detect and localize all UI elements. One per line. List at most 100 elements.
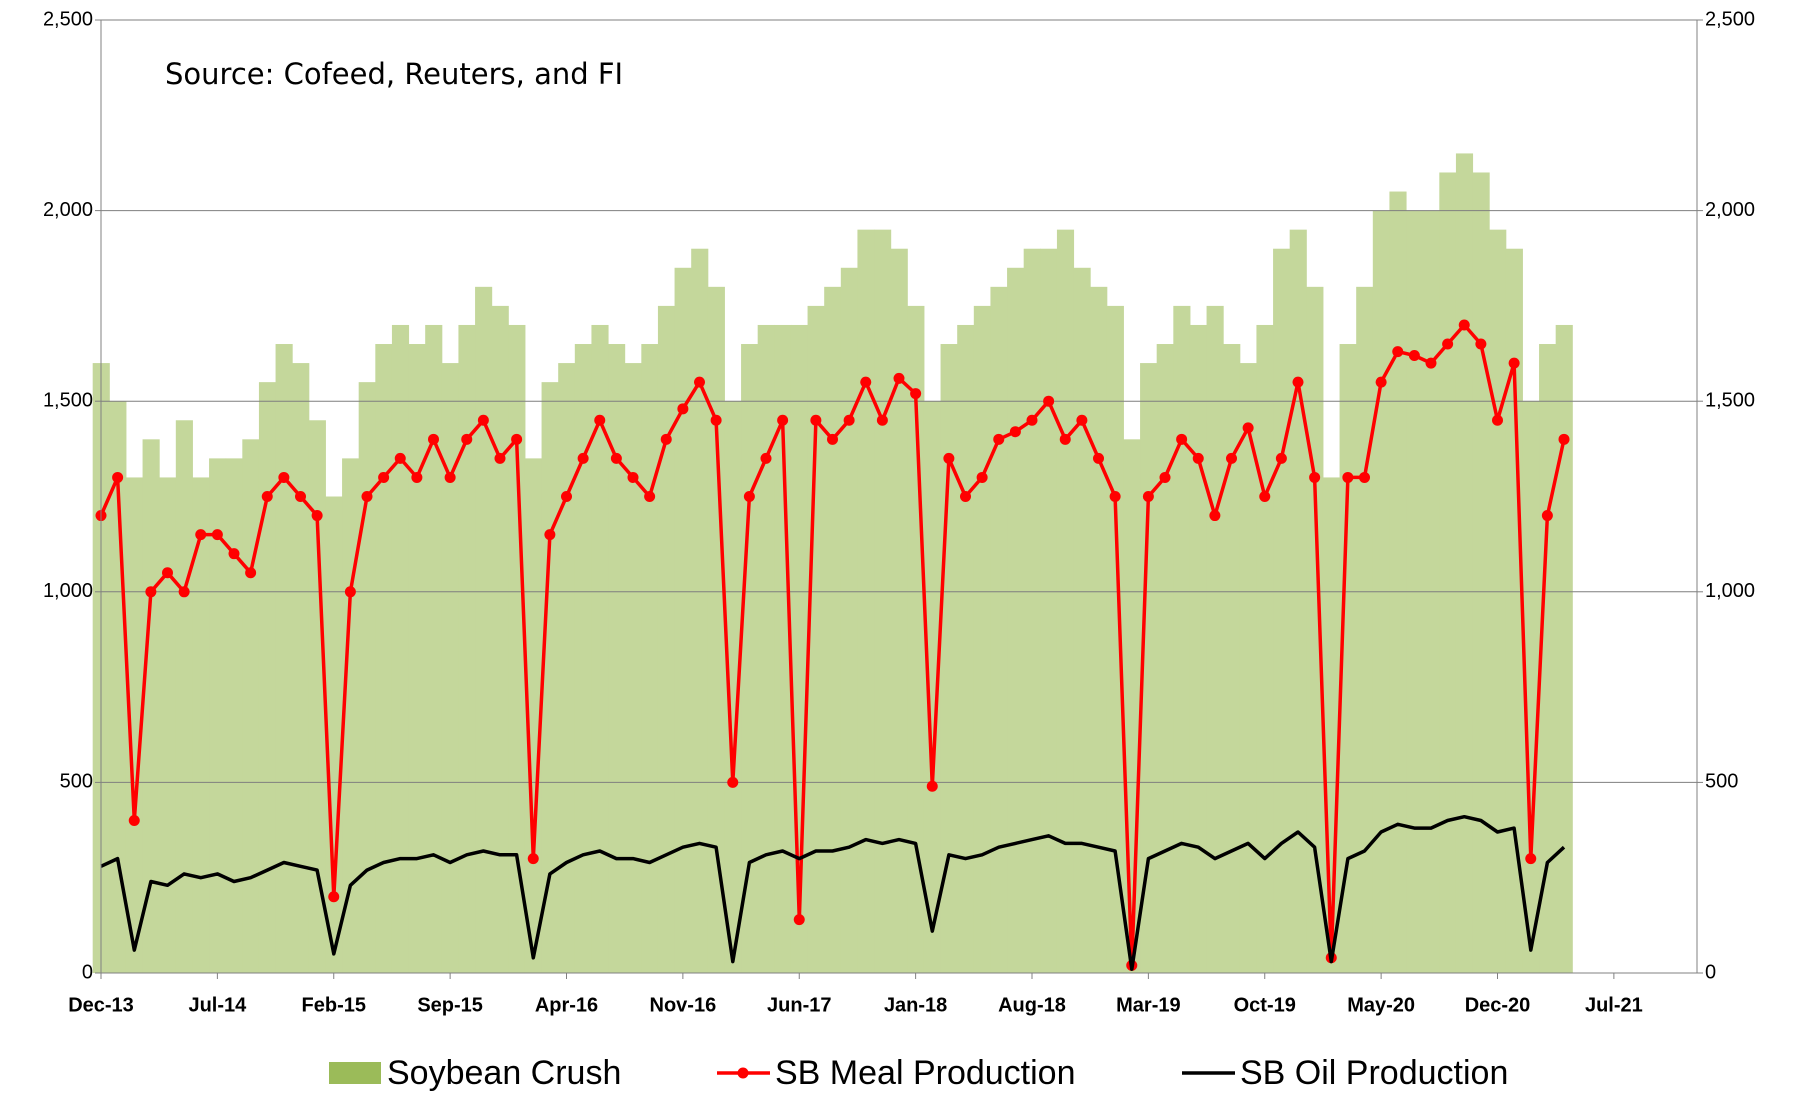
bar [1472, 172, 1490, 974]
bar [1256, 324, 1274, 974]
x-tick-label: Jun-17 [767, 994, 831, 1016]
marker [278, 471, 290, 483]
marker [893, 372, 905, 384]
legend-label: Soybean Crush [387, 1054, 621, 1092]
bar [940, 344, 958, 973]
marker [344, 586, 356, 598]
x-tick-label: Mar-19 [1116, 994, 1180, 1016]
x-tick-label: Jan-18 [884, 994, 947, 1016]
marker [228, 548, 240, 560]
y-tick-label: 2,000 [43, 199, 93, 221]
y2-tick-label: 0 [1705, 961, 1716, 983]
bar [508, 324, 526, 974]
marker [827, 433, 838, 445]
marker [1558, 433, 1570, 445]
y-tick-label: 1,500 [43, 389, 93, 411]
marker [145, 586, 157, 598]
marker [1159, 471, 1171, 483]
bar [691, 248, 709, 974]
x-tick-label: Dec-20 [1465, 994, 1531, 1016]
bar [657, 305, 676, 973]
marker [1142, 491, 1154, 502]
bar [874, 229, 892, 973]
bar [258, 382, 277, 973]
marker [544, 529, 556, 541]
bar [1040, 248, 1058, 974]
y2-tick-label: 1,500 [1705, 389, 1755, 411]
marker [1525, 853, 1537, 865]
marker [610, 452, 622, 464]
bar [890, 248, 908, 974]
marker [1541, 510, 1553, 522]
marker [245, 567, 257, 579]
bar [990, 286, 1008, 974]
marker [627, 471, 639, 483]
marker [1226, 452, 1237, 464]
marker [1342, 471, 1354, 483]
bar [475, 286, 493, 974]
bar [292, 363, 310, 974]
y2-tick-label: 1,000 [1705, 580, 1755, 602]
bar [591, 324, 609, 974]
marker [810, 414, 822, 426]
marker [311, 510, 323, 522]
bar [142, 439, 160, 973]
marker [694, 376, 705, 388]
bar [209, 458, 227, 973]
y-tick-label: 2,500 [43, 8, 93, 30]
marker [461, 433, 473, 445]
marker [960, 491, 971, 502]
y2-tick-label: 2,500 [1705, 8, 1755, 30]
bar [807, 305, 825, 973]
bar [757, 324, 775, 974]
bar [1505, 248, 1523, 974]
bar [1389, 191, 1407, 974]
bar [1007, 267, 1025, 973]
marker [1259, 491, 1271, 502]
x-tick-label: Jul-14 [188, 994, 247, 1016]
bar [375, 344, 393, 973]
legend-swatch [329, 1062, 381, 1084]
bar [1073, 267, 1091, 973]
bar [425, 324, 443, 974]
bar [558, 363, 576, 974]
bar [1023, 248, 1041, 974]
legend-label: SB Meal Production [775, 1054, 1076, 1092]
marker [1192, 452, 1204, 464]
bar [342, 458, 360, 973]
marker [993, 433, 1005, 445]
marker [876, 414, 888, 426]
marker [211, 529, 223, 541]
marker [295, 491, 306, 502]
bar [1273, 248, 1291, 974]
bar [857, 229, 875, 973]
marker [1375, 376, 1387, 388]
marker [261, 491, 273, 502]
marker [743, 491, 755, 502]
marker [444, 471, 456, 483]
x-tick-label: May-20 [1347, 994, 1415, 1016]
marker [1009, 426, 1021, 438]
bar [1056, 229, 1075, 973]
bar [159, 477, 177, 973]
marker [1458, 319, 1470, 331]
x-tick-label: Oct-19 [1234, 994, 1296, 1016]
bar [308, 420, 326, 973]
bar [1140, 363, 1158, 974]
marker [328, 891, 340, 903]
lines [95, 319, 1570, 971]
marker [860, 376, 872, 388]
bar [1489, 229, 1507, 973]
marker [1176, 433, 1188, 445]
bar [125, 477, 144, 973]
y-tick-label: 500 [60, 771, 93, 793]
marker [112, 471, 124, 483]
bar [192, 477, 210, 973]
marker [195, 529, 207, 541]
marker [1109, 491, 1121, 502]
x-tick-label: Apr-16 [535, 994, 598, 1016]
bar [325, 496, 343, 973]
marker [1275, 452, 1287, 464]
marker [1309, 471, 1321, 483]
